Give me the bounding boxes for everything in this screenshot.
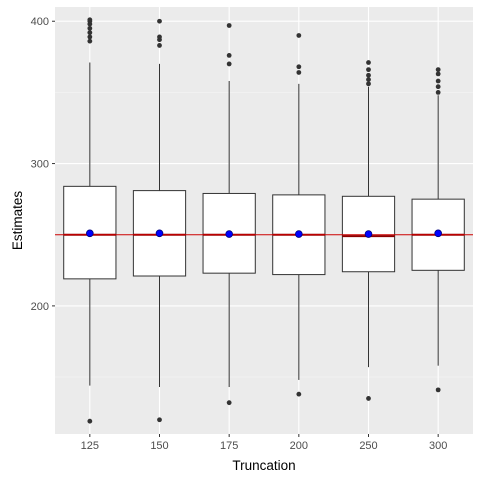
outlier-point [435,67,441,73]
mean-point [155,229,164,238]
y-axis-title: Estimates [10,191,25,251]
mean-point [295,230,303,238]
outlier-point [296,391,302,397]
outlier-point [157,34,162,40]
outlier-point [366,72,371,78]
mean-layer [86,229,442,238]
outlier-point [296,70,302,75]
mean-point [225,230,233,238]
outlier-point [366,60,371,65]
outlier-point [226,400,232,406]
outlier-point [366,77,371,82]
outlier-point [87,34,93,40]
outlier-point [435,387,441,393]
outlier-point [157,43,162,48]
y-tick-label: 200 [31,301,49,313]
outlier-point [366,81,371,87]
outlier-point [435,78,441,84]
x-tick-label: 175 [220,440,238,452]
outlier-point [157,18,162,24]
outlier-point [296,33,302,38]
y-tick-label: 300 [31,159,49,171]
outlier-point [87,17,93,23]
outlier-point [87,418,93,424]
outlier-point [366,396,371,401]
outlier-point [226,52,232,58]
outlier-point [296,64,302,70]
y-tick-label: 400 [31,16,49,28]
outlier-point [157,417,162,423]
x-tick-label: 250 [359,440,377,452]
outlier-point [435,84,441,90]
outlier-point [87,38,93,44]
outlier-point [87,30,93,36]
x-tick-label: 150 [150,440,168,452]
axis-layer: 200 300 400 125 150 175 200 250 300 [31,16,448,452]
outlier-point [87,25,93,31]
outlier-point [435,71,441,77]
x-tick-label: 300 [429,440,447,452]
plot-panel [55,7,473,434]
x-tick-label: 200 [290,440,308,452]
mean-point [86,229,94,238]
outlier-point [435,90,441,95]
x-tick-label: 125 [81,440,99,452]
outlier-point [366,67,371,73]
x-axis-title: Truncation [232,458,295,473]
mean-point [434,229,442,238]
outlier-point [226,61,232,67]
outlier-point [226,23,232,28]
mean-point [364,230,373,238]
